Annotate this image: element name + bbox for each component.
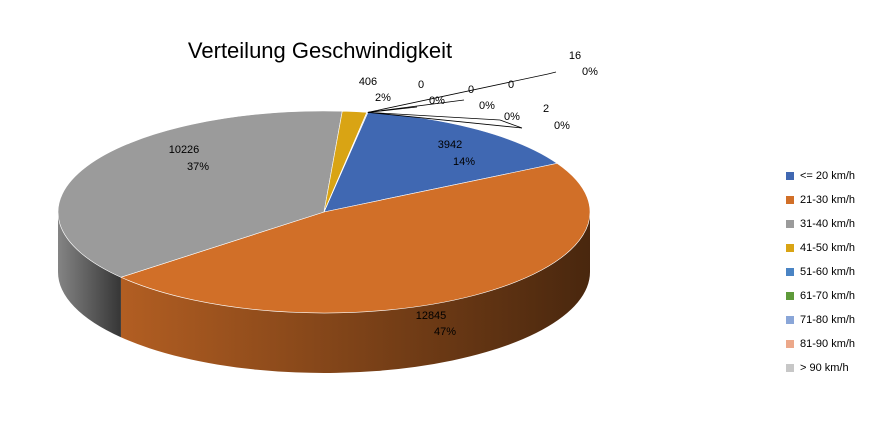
- legend-label: 41-50 km/h: [800, 242, 856, 254]
- legend-item: 41-50 km/h: [786, 236, 855, 260]
- legend-swatch: [786, 172, 794, 180]
- leader-line-6: [367, 111, 501, 121]
- legend-label: 21-30 km/h: [800, 194, 856, 206]
- leader-line-7: [367, 111, 523, 129]
- legend-swatch: [786, 316, 794, 324]
- value-label-7: 2: [543, 103, 549, 115]
- legend-swatch: [786, 244, 794, 252]
- legend-label: 71-80 km/h: [800, 314, 856, 326]
- legend-swatch: [786, 364, 794, 372]
- legend-label: 61-70 km/h: [800, 290, 856, 302]
- legend-item: 71-80 km/h: [786, 308, 855, 332]
- legend-item: > 90 km/h: [786, 356, 855, 380]
- leader-line-8: [367, 73, 549, 113]
- legend-label: <= 20 km/h: [800, 170, 856, 182]
- value-label-8: 16: [569, 50, 581, 62]
- leader-tick-8: [547, 71, 557, 75]
- percent-label-5: 0%: [479, 100, 495, 112]
- legend-swatch: [786, 268, 794, 276]
- percent-label-7: 0%: [554, 120, 570, 132]
- percent-label-4: 0%: [429, 95, 445, 107]
- leader-line-5: [367, 99, 465, 113]
- legend-label: 51-60 km/h: [800, 266, 856, 278]
- value-label-1: 12845: [416, 310, 447, 322]
- chart-legend: <= 20 km/h 21-30 km/h 31-40 km/h 41-50 km/h…: [786, 164, 855, 380]
- pie-side-2: [58, 212, 121, 338]
- value-label-4: 0: [418, 79, 424, 91]
- legend-item: <= 20 km/h: [786, 164, 855, 188]
- percent-label-8: 0%: [582, 66, 598, 78]
- percent-label-6: 0%: [504, 111, 520, 123]
- legend-item: 61-70 km/h: [786, 284, 855, 308]
- percent-label-2: 37%: [187, 161, 209, 173]
- legend-swatch: [786, 220, 794, 228]
- value-label-2: 10226: [169, 144, 200, 156]
- legend-label: > 90 km/h: [800, 362, 849, 374]
- pie-slice-0: [323, 112, 558, 213]
- legend-item: 51-60 km/h: [786, 260, 855, 284]
- legend-item: 21-30 km/h: [786, 188, 855, 212]
- legend-label: 81-90 km/h: [800, 338, 856, 350]
- legend-label: 31-40 km/h: [800, 218, 856, 230]
- pie-side-1: [120, 212, 590, 374]
- value-label-5: 0: [468, 84, 474, 96]
- percent-label-0: 14%: [453, 156, 475, 168]
- value-label-0: 3942: [438, 139, 462, 151]
- chart-title: Verteilung Geschwindigkeit: [187, 38, 453, 63]
- percent-label-3: 2%: [375, 92, 391, 104]
- legend-swatch: [786, 340, 794, 348]
- value-label-6: 0: [508, 79, 514, 91]
- legend-swatch: [786, 292, 794, 300]
- value-label-3: 406: [359, 76, 377, 88]
- legend-item: 31-40 km/h: [786, 212, 855, 236]
- legend-swatch: [786, 196, 794, 204]
- leader-tick-7: [499, 119, 523, 129]
- pie-slice-2: [57, 110, 343, 278]
- pie-slice-1: [120, 163, 591, 314]
- percent-label-1: 47%: [434, 326, 456, 338]
- legend-item: 81-90 km/h: [786, 332, 855, 356]
